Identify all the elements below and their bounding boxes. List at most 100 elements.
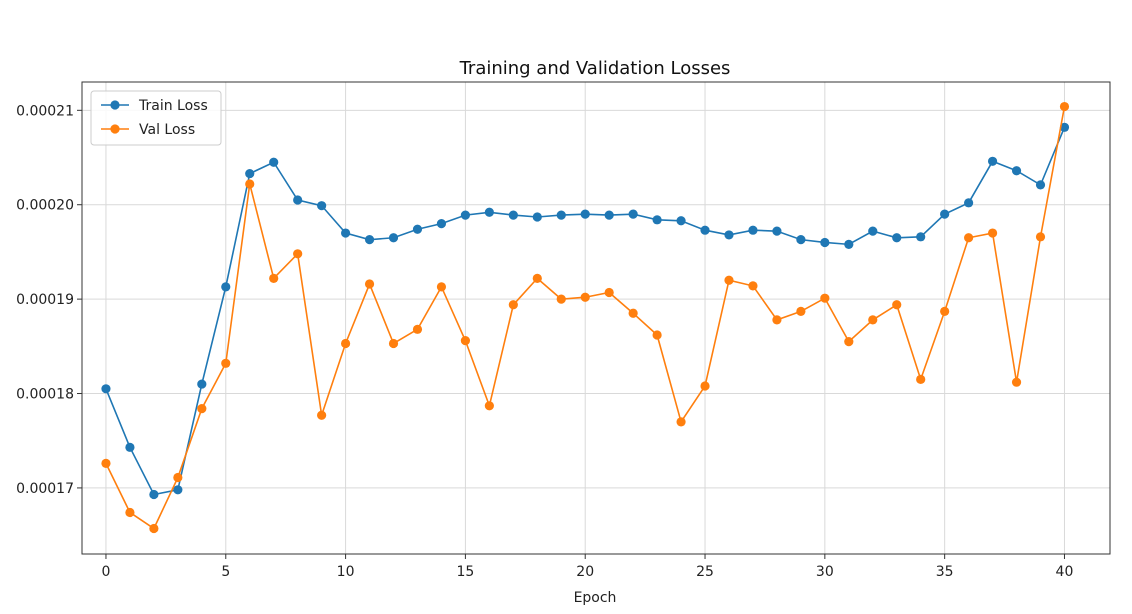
train-loss-point xyxy=(700,225,710,235)
val-loss-point xyxy=(364,279,375,289)
val-loss-point xyxy=(484,401,494,411)
train-loss-point xyxy=(340,228,351,238)
train-loss-point xyxy=(388,233,399,243)
train-loss-point xyxy=(604,210,614,220)
val-loss-point xyxy=(388,338,399,349)
x-tick-label: 30 xyxy=(816,564,834,580)
val-loss-point xyxy=(628,308,638,318)
train-loss-point xyxy=(1035,180,1046,190)
train-loss-point xyxy=(820,237,830,248)
train-loss-point xyxy=(556,210,566,220)
val-loss-point xyxy=(293,249,303,259)
val-loss-point xyxy=(508,300,518,310)
val-loss-point xyxy=(197,404,207,414)
train-loss-point xyxy=(508,210,518,220)
train-loss-point xyxy=(460,210,471,220)
val-loss-point xyxy=(460,336,471,346)
val-loss-point xyxy=(676,417,686,427)
grid xyxy=(82,82,1110,554)
chart-title: Training and Validation Losses xyxy=(459,58,731,79)
val-loss-point xyxy=(748,281,758,291)
val-loss-point xyxy=(868,315,878,325)
val-loss-point xyxy=(173,472,183,483)
train-loss-point xyxy=(724,230,734,240)
train-loss-point xyxy=(628,209,638,219)
val-loss-point xyxy=(916,374,926,384)
x-tick-label: 35 xyxy=(936,564,954,580)
train-loss-point xyxy=(173,485,183,495)
train-loss-point xyxy=(293,195,303,205)
train-loss-point xyxy=(748,225,758,235)
train-loss-point xyxy=(245,168,255,179)
val-loss-point xyxy=(987,228,998,238)
train-loss-point xyxy=(149,489,159,500)
legend: Train Loss Val Loss xyxy=(90,90,222,146)
val-loss-point xyxy=(125,507,135,518)
val-loss-point xyxy=(149,523,159,534)
val-loss-point xyxy=(101,458,111,468)
x-tick-label: 40 xyxy=(1056,564,1074,580)
y-tick-label: 0.00021 xyxy=(16,103,74,119)
val-loss-point xyxy=(892,300,902,310)
val-loss-point xyxy=(269,273,279,283)
val-loss-point xyxy=(724,275,734,285)
val-loss-point xyxy=(652,330,662,340)
train-loss-point xyxy=(412,224,423,234)
axes: 0 5 10 15 20 25 30 35 40 0.00017 0.00018 0.00019 0.0… xyxy=(16,81,1111,580)
train-loss-point xyxy=(317,201,327,211)
y-tick-label: 0.00017 xyxy=(16,481,74,497)
legend-swatch-marker-train-loss xyxy=(110,100,120,110)
train-loss-point xyxy=(796,235,806,245)
val-loss-point xyxy=(245,179,255,189)
train-loss-point xyxy=(532,212,542,222)
val-loss-point xyxy=(580,292,590,302)
x-tick-label: 5 xyxy=(221,564,230,580)
train-loss-point xyxy=(125,442,135,452)
val-loss-point xyxy=(436,282,447,292)
val-loss-point xyxy=(317,410,327,420)
train-loss-point xyxy=(892,233,902,243)
legend-label-train-loss: Train Loss xyxy=(138,98,208,114)
legend-swatch-marker-val-loss xyxy=(110,124,120,134)
train-loss-point xyxy=(844,239,854,249)
train-loss-point xyxy=(868,226,878,236)
val-loss-point xyxy=(221,358,231,368)
plot-frame xyxy=(81,81,1111,555)
x-tick-label: 25 xyxy=(696,564,714,580)
val-loss-point xyxy=(604,287,614,298)
val-loss-point xyxy=(700,381,710,391)
train-loss-point xyxy=(940,209,950,219)
train-loss-point xyxy=(484,207,494,217)
train-loss-point xyxy=(197,379,207,389)
val-loss-point xyxy=(940,306,950,316)
series-val-loss xyxy=(101,101,1070,534)
x-tick-label: 15 xyxy=(456,564,474,580)
train-loss-point xyxy=(1059,122,1070,132)
train-loss-point xyxy=(676,216,686,226)
train-loss-point xyxy=(436,219,447,229)
x-tick-label: 0 xyxy=(102,564,111,580)
train-loss-point xyxy=(987,156,998,166)
train-loss-point xyxy=(964,198,974,208)
train-loss-point xyxy=(916,232,926,242)
val-loss-point xyxy=(1011,377,1022,387)
val-loss-point xyxy=(1059,101,1070,112)
y-tick-label: 0.00019 xyxy=(16,292,74,308)
val-loss-point xyxy=(820,293,830,303)
train-loss-point xyxy=(101,384,111,394)
train-loss-point xyxy=(364,235,375,245)
val-loss-point xyxy=(772,315,782,325)
val-loss-point xyxy=(964,233,974,243)
val-loss-point xyxy=(796,306,806,316)
val-loss-point xyxy=(844,337,854,347)
train-loss-point xyxy=(1011,166,1022,176)
val-loss-point xyxy=(1035,232,1046,242)
x-tick-label: 20 xyxy=(576,564,594,580)
val-loss-point xyxy=(556,294,566,304)
train-loss-point xyxy=(772,226,782,236)
series-lines xyxy=(101,101,1070,534)
x-tick-label: 10 xyxy=(337,564,355,580)
val-loss-point xyxy=(532,273,542,283)
